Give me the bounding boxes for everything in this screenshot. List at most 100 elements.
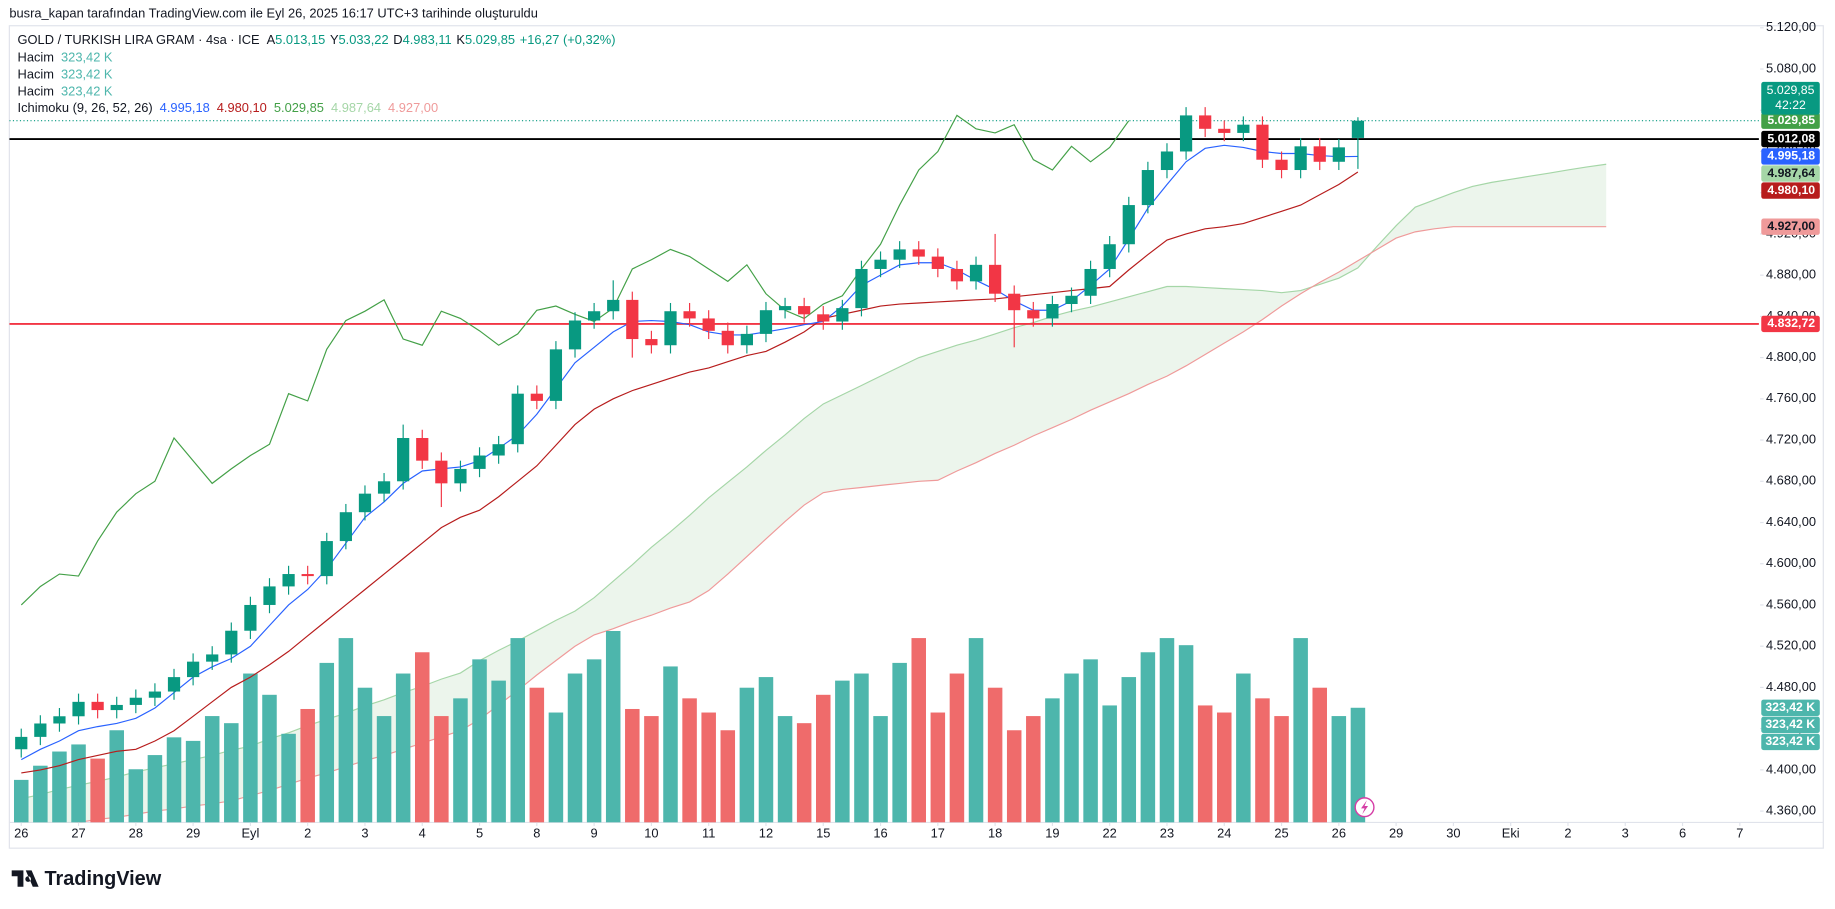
candle-body	[1046, 304, 1059, 319]
price-tag-box	[1761, 165, 1820, 182]
volume-bar	[644, 716, 659, 823]
candle-body	[129, 697, 142, 705]
volume-legend-value: 323,42 K	[61, 67, 113, 82]
ohlc-key: D	[393, 32, 402, 47]
candle-body	[626, 299, 639, 340]
volume-bar	[319, 662, 335, 823]
volume-bar	[71, 744, 86, 823]
candle-body	[893, 249, 906, 260]
volume-legend-value: 323,42 K	[61, 84, 113, 99]
candle-body	[1199, 115, 1212, 129]
ohlc-value: 5.029,85	[465, 32, 515, 47]
last-price-label: 5.029,85	[1767, 83, 1815, 97]
candle-body	[301, 574, 314, 577]
volume-legend: Hacim 323,42 K	[18, 67, 113, 82]
ichimoku-cloud	[21, 164, 1607, 823]
candle-body	[1294, 146, 1307, 171]
candle-body	[1141, 170, 1154, 206]
candle-body	[377, 481, 391, 494]
volume-bar	[625, 708, 640, 823]
volume-bar	[892, 662, 907, 823]
ohlc-value: 5.013,15	[275, 32, 325, 47]
ichimoku-legend: Ichimoku (9, 26, 52, 26) 4.995,18 4.980,10…	[18, 100, 439, 115]
volume-bar	[816, 694, 831, 823]
price-tag: 4.980,10	[1767, 183, 1815, 197]
volume-bar	[510, 638, 525, 823]
candle-body	[855, 268, 868, 309]
x-tick-label: 3	[361, 826, 368, 841]
x-tick-label: 29	[186, 826, 200, 841]
ohlc-value: 4.983,11	[403, 32, 452, 47]
volume-bar	[1140, 652, 1156, 823]
price-tag-box	[1761, 315, 1820, 333]
x-tick-label: 23	[1160, 826, 1174, 841]
candle-body	[1218, 128, 1231, 133]
x-tick-label: Eyl	[241, 826, 259, 841]
price-tag: 5.029,85	[1767, 113, 1815, 127]
x-tick-label: 16	[873, 826, 887, 841]
x-tick-label: 15	[816, 826, 830, 841]
y-tick-label: 4.480,00	[1766, 679, 1816, 694]
candle-body	[950, 268, 964, 282]
volume-bar	[1178, 645, 1194, 823]
candle-body	[206, 654, 219, 662]
price-tag: 4.987,64	[1767, 166, 1815, 180]
ichimoku-name: Ichimoku (9, 26, 52, 26)	[18, 100, 153, 115]
x-tick-label: 10	[644, 826, 658, 841]
x-tick-label: 9	[591, 826, 598, 841]
volume-bar	[720, 730, 736, 823]
volume-bar	[1293, 638, 1308, 823]
price-tag-box	[1761, 733, 1820, 751]
volume-bar	[491, 680, 506, 823]
candle-body	[454, 468, 467, 484]
y-tick-label: 4.880,00	[1766, 267, 1816, 282]
x-tick-label: 3	[1622, 826, 1629, 841]
candle-body	[798, 306, 811, 315]
replay-icon[interactable]	[1354, 797, 1375, 818]
candle-body	[263, 586, 276, 605]
volume-bar	[1197, 705, 1213, 823]
candle-body	[931, 256, 944, 269]
logo-text: TradingView	[44, 868, 161, 890]
candle-body	[588, 311, 601, 321]
kijun-legend: 4.980,10	[217, 100, 267, 115]
volume-bar	[147, 755, 163, 823]
volume-bar	[376, 716, 392, 823]
volume-bar	[13, 779, 29, 823]
volume-bar	[873, 716, 888, 823]
price-tag: 4.927,00	[1767, 219, 1815, 233]
volume-bar	[1083, 659, 1098, 823]
span-a-legend: 4.987,64	[331, 100, 381, 115]
countdown-tag: 5.029,85 42:22	[1761, 81, 1820, 115]
candle-body	[607, 299, 620, 312]
y-tick-label: 4.800,00	[1766, 349, 1816, 364]
attribution: busra_kapan tarafından TradingView.com i…	[9, 5, 537, 20]
x-tick-label: 29	[1389, 826, 1403, 841]
volume-bar	[434, 716, 449, 823]
x-tick-label: 12	[759, 826, 773, 841]
volume-bar	[33, 765, 48, 823]
legend: GOLD / TURKISH LIRA GRAM · 4sa · ICE A5.0…	[18, 32, 616, 115]
volume-bar	[854, 673, 869, 823]
x-tick-label: 30	[1446, 826, 1460, 841]
volume-tag: 323,42 K	[1765, 717, 1815, 731]
volume-bar	[338, 638, 354, 823]
volume-bar	[109, 730, 124, 823]
volume-legend-value: 323,42 K	[61, 50, 113, 65]
candle-body	[1103, 244, 1116, 269]
symbol-legend: GOLD / TURKISH LIRA GRAM · 4sa · ICE A5.0…	[18, 32, 616, 47]
candle-body	[530, 393, 543, 401]
candle-body	[549, 349, 563, 401]
candle-body	[1008, 293, 1021, 311]
price-tag-box	[1761, 218, 1820, 235]
x-tick-label: 22	[1103, 826, 1117, 841]
volume-bar	[586, 659, 602, 823]
candle-body	[225, 630, 238, 655]
replay-icon-bolt[interactable]	[1361, 800, 1369, 815]
candle-body	[721, 330, 734, 346]
x-tick-label: 28	[129, 826, 143, 841]
symbol-title: GOLD / TURKISH LIRA GRAM · 4sa · ICE	[18, 32, 260, 47]
price-tag-box	[1761, 699, 1820, 716]
volume-legend-name: Hacim	[18, 84, 54, 99]
